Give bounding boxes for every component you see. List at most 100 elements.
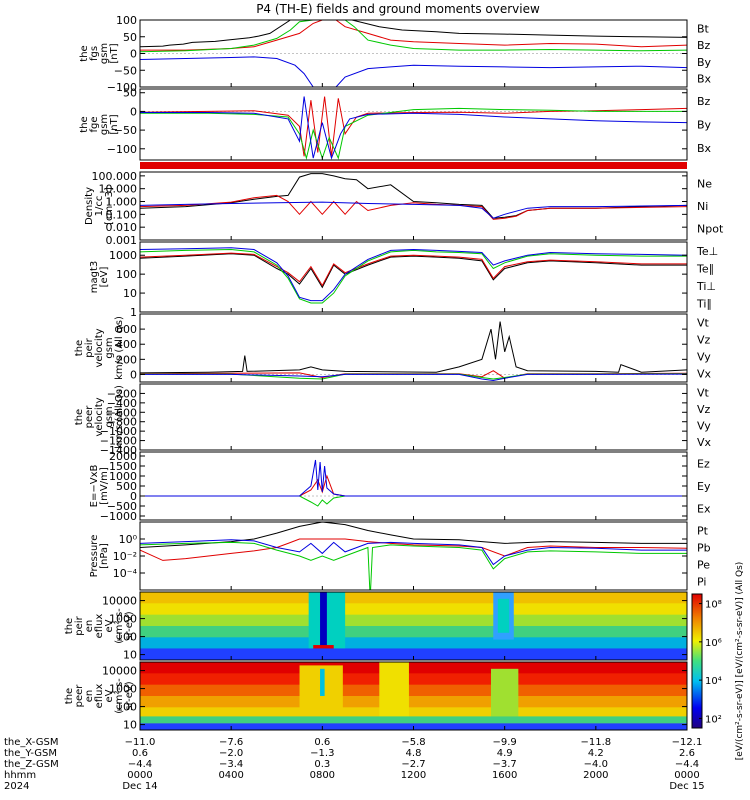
legend-By: By	[697, 119, 712, 132]
y-axis-label: sr-eV)	[124, 611, 135, 640]
x-axis-row-name: the_Z-GSM	[4, 759, 59, 770]
legend-Vz: Vz	[697, 334, 711, 347]
series-line-Vx	[140, 373, 687, 382]
series-line-Ex	[140, 459, 687, 497]
colorbar: 10⁸ 10⁶ 10⁴ 10² [eV/(cm²-s-sr-eV)] [eV/(cm²-…	[691, 562, 745, 761]
y-axis-label: km/s (All Qs)	[114, 385, 125, 449]
y-tick-label: −500	[107, 500, 137, 513]
series-line-By	[140, 20, 687, 53]
y-axis-label: [cm−3]	[104, 187, 115, 225]
y-tick-label: −100	[107, 81, 137, 94]
y-tick-label: 0.010	[106, 221, 138, 234]
y-tick-label: 600	[116, 323, 137, 336]
y-tick-label: 50	[123, 87, 137, 100]
y-axis-label: [mV/m]	[99, 467, 110, 505]
y-axis-label: the	[79, 45, 90, 61]
series-line-Ti∥	[140, 247, 687, 302]
y-axis-label: Pressure	[89, 535, 100, 578]
y-axis-label: peir	[74, 615, 85, 635]
y-tick-label: 200	[116, 353, 137, 366]
y-axis-label: fge	[89, 116, 100, 132]
y-axis-label: (cm²-s-	[114, 678, 125, 714]
legend-Pt: Pt	[697, 525, 709, 538]
y-axis-label: [nPa]	[99, 543, 110, 569]
panel-fge: 50 0 −50 −100 the fge gsm [nT] Bz By Bx	[79, 87, 712, 161]
panel-fgs: 100 50 0 −50 −100 the fgs gsm [nT] Bt Bz By Bx	[79, 14, 712, 94]
panel-frame	[139, 88, 688, 161]
y-tick-label: 100	[116, 701, 137, 714]
spectrogram-feature	[140, 648, 687, 660]
legend-Bx: Bx	[697, 73, 712, 86]
x-axis-value: 1600	[492, 770, 517, 781]
legend-Pe: Pe	[697, 559, 710, 572]
series-line-Ne	[140, 173, 687, 219]
x-axis-value: 2000	[583, 770, 608, 781]
y-axis-label: [eV]	[99, 267, 110, 288]
x-axis-value: −5.8	[401, 737, 425, 748]
legend-Bz: Bz	[697, 39, 711, 52]
panel-frame	[139, 241, 688, 313]
legend-Npot: Npot	[697, 223, 724, 236]
x-axis-value: 0000	[127, 770, 152, 781]
colorbar-tick-label: 10⁸	[705, 600, 722, 611]
y-axis-label: en	[84, 690, 95, 703]
x-axis-row-name: the_X-GSM	[4, 737, 58, 748]
legend-Ez: Ez	[697, 457, 710, 470]
series-line-Bx	[140, 56, 687, 87]
y-axis-label: velocity	[94, 397, 105, 436]
y-tick-label: 10⁻²	[113, 550, 137, 563]
y-tick-label: 10	[123, 649, 137, 662]
legend-Ni: Ni	[697, 200, 708, 213]
legend-Te∥: Te∥	[696, 262, 714, 275]
colorbar-label: [eV/(cm²-s-sr-eV)] [eV/(cm²-s-sr-eV)] (A…	[735, 562, 745, 761]
series-line-Ni	[140, 194, 687, 220]
spectrogram-band	[140, 696, 687, 708]
spectrogram-band	[140, 662, 687, 674]
y-tick-label: 10000	[102, 665, 137, 678]
y-axis-label: the	[79, 116, 90, 132]
y-axis-label: eflux	[94, 684, 105, 709]
legend-Vx: Vx	[697, 368, 712, 381]
y-axis-label: the	[64, 688, 75, 704]
y-axis-label: gsm	[99, 43, 110, 64]
x-axis-value: 0.6	[314, 737, 330, 748]
y-tick-label: 10⁻⁴	[113, 567, 138, 580]
y-tick-label: −1000	[100, 425, 137, 438]
legend-Ti⊥: Ti⊥	[696, 280, 716, 293]
x-axis-value: 4.2	[588, 748, 604, 759]
y-axis-label: en	[84, 620, 95, 633]
legend-Ne: Ne	[697, 177, 712, 190]
x-axis-value: 0.3	[314, 759, 330, 770]
y-axis-label: [nT]	[109, 114, 120, 134]
y-axis-label: [nT]	[109, 43, 120, 63]
x-axis-value: −4.0	[584, 759, 608, 770]
spectrogram-feature	[379, 662, 409, 724]
y-tick-label: 500	[116, 480, 137, 493]
legend-Bx: Bx	[697, 142, 712, 155]
spectrogram-band	[140, 626, 687, 638]
x-axis-value: −11.8	[581, 737, 612, 748]
y-tick-label: 10⁰	[119, 533, 138, 546]
y-tick-label: −50	[114, 124, 137, 137]
x-axis-value: −2.0	[219, 748, 243, 759]
series-line-Ez	[140, 474, 687, 497]
x-axis-value: −3.4	[219, 759, 243, 770]
series-line-Npot	[140, 201, 687, 219]
x-axis-value: 4.8	[406, 748, 422, 759]
legend-Ey: Ey	[697, 480, 711, 493]
spectrogram-band	[140, 673, 687, 686]
x-axis-value: 2.6	[679, 748, 695, 759]
legend-Vt: Vt	[697, 317, 710, 330]
y-axis-label: the	[64, 618, 75, 634]
colorbar-tick-label: 10⁶	[705, 638, 722, 649]
y-tick-label: 100	[116, 631, 137, 644]
y-tick-label: 0.100	[106, 208, 138, 221]
y-axis-label: Density	[84, 187, 95, 225]
panel-temp: 1000 100 10 1 magt3 [eV] Te⊥ Te∥ Ti⊥ Ti∥	[89, 241, 718, 319]
x-axis-value: −11.0	[125, 737, 156, 748]
series-line-Te⊥	[140, 253, 687, 289]
x-axis-value: −1.3	[310, 748, 334, 759]
x-axis-row-name: 2024	[4, 781, 29, 792]
legend-Vx: Vx	[697, 436, 712, 449]
